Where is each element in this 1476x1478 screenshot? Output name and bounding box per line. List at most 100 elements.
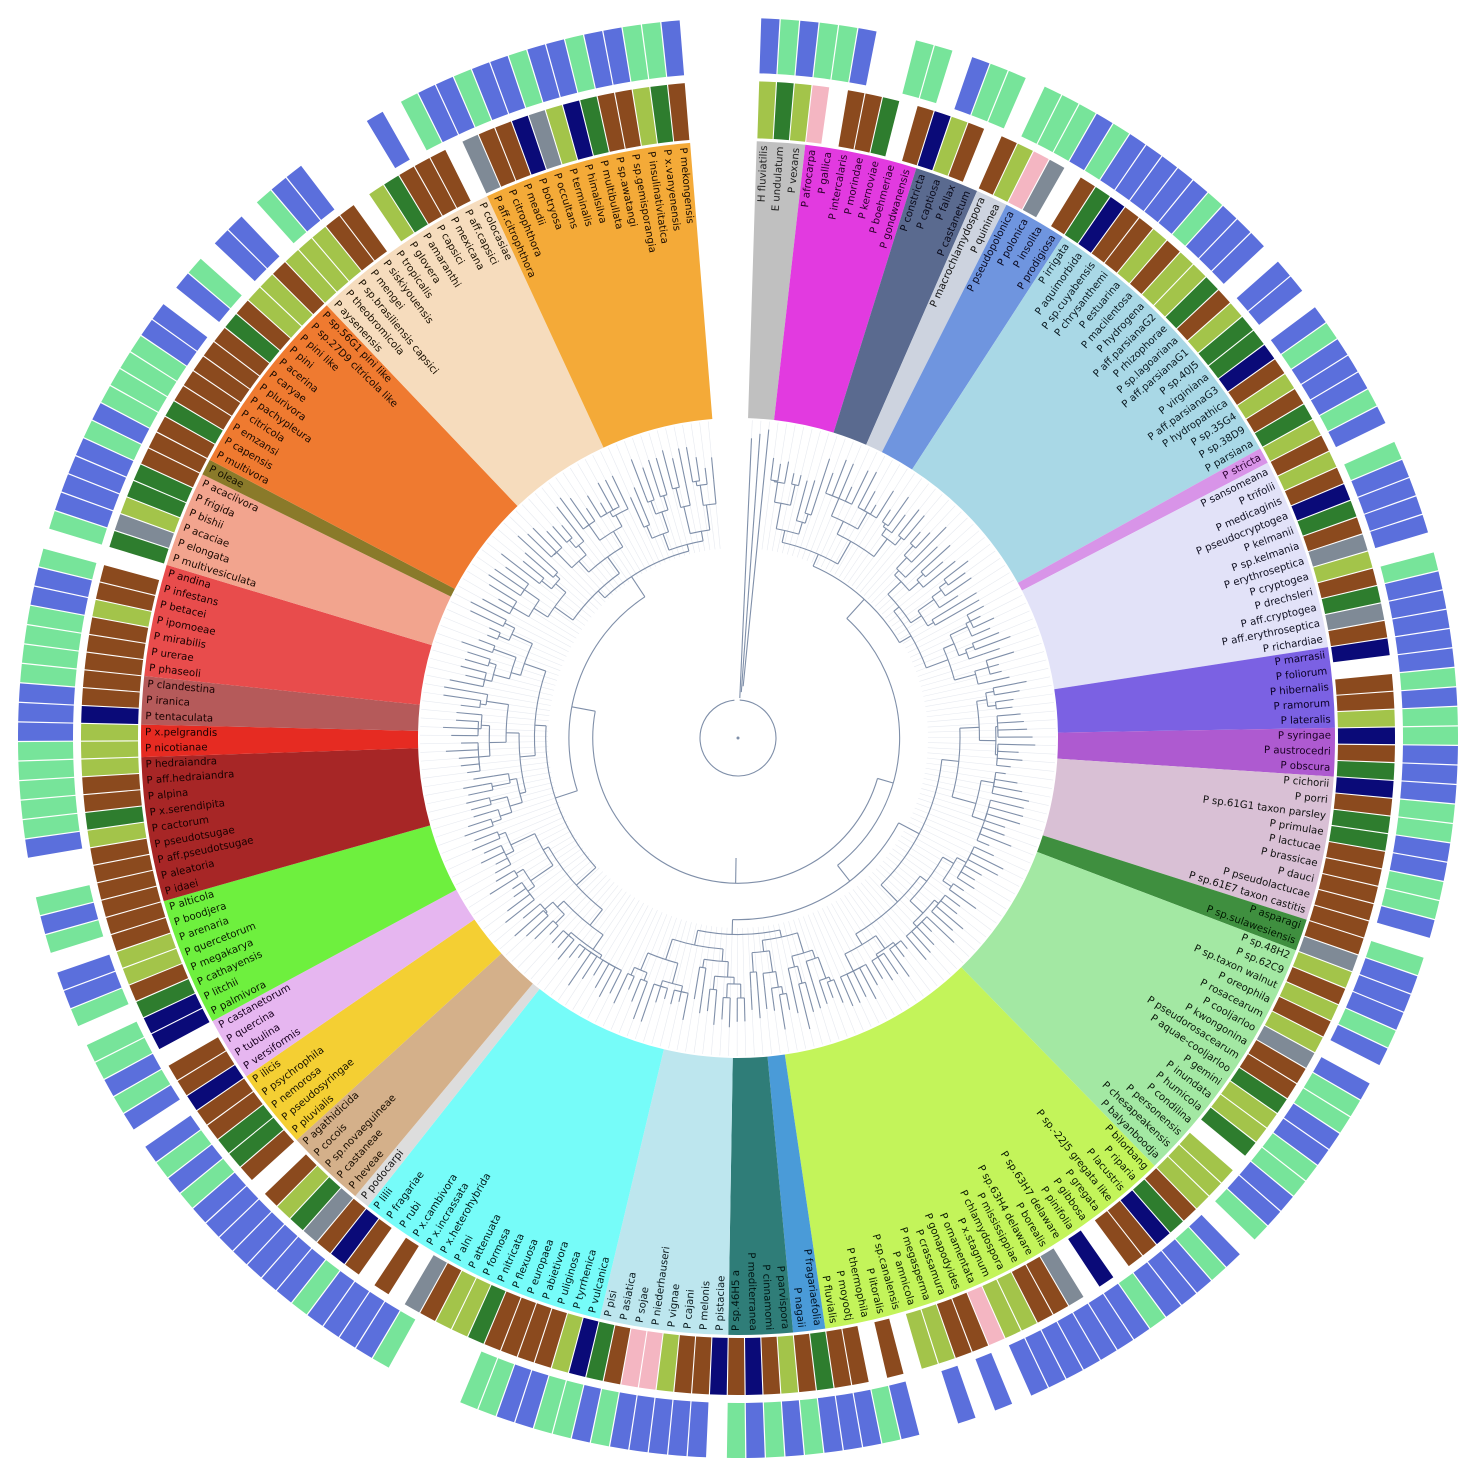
leaf-guide	[421, 756, 549, 771]
branch	[592, 711, 879, 884]
branch	[983, 647, 1000, 655]
branch	[612, 531, 624, 548]
trait-tile-inner	[517, 1303, 552, 1363]
branch	[771, 986, 782, 989]
trait-tile-outer	[30, 586, 88, 615]
clade-sector	[1054, 647, 1335, 733]
trait-tile-outer	[20, 663, 77, 687]
taxon-label: E undulatum	[771, 146, 787, 212]
leaf-guide	[455, 825, 570, 886]
branch	[509, 801, 523, 807]
branch	[910, 615, 922, 624]
trait-tile-inner	[345, 1218, 392, 1275]
trait-tile-outer	[22, 813, 80, 839]
trait-tile-inner	[148, 432, 207, 473]
branch	[820, 984, 828, 1005]
branch	[695, 457, 701, 481]
branch	[930, 544, 951, 564]
branch	[489, 662, 497, 666]
leaf-guide	[537, 885, 619, 985]
trait-tile-outer	[1084, 123, 1130, 180]
trait-tile-inner	[260, 274, 313, 326]
trait-tile-outer	[1353, 975, 1411, 1012]
trait-tile-inner	[303, 1188, 353, 1242]
leaf-guide	[468, 839, 578, 908]
branch	[988, 663, 999, 668]
branch	[680, 985, 684, 992]
branch	[495, 870, 515, 882]
taxon-label: P cajani	[683, 1289, 697, 1329]
branch	[922, 579, 933, 588]
branch	[915, 532, 931, 549]
branch	[479, 700, 482, 708]
trait-tile-inner	[1264, 1011, 1323, 1053]
trait-tile-outer	[975, 1352, 1013, 1411]
branch	[942, 856, 955, 864]
branch	[480, 703, 487, 706]
branch	[905, 923, 920, 937]
branch	[920, 526, 947, 554]
branch	[655, 457, 666, 489]
trait-tile-outer	[286, 165, 335, 220]
branch	[882, 521, 889, 527]
trait-tile-outer	[817, 1395, 843, 1453]
branch	[511, 633, 533, 645]
branch	[974, 666, 989, 672]
branch	[677, 448, 687, 484]
trait-tile-outer	[27, 605, 85, 633]
taxon-label: P iranica	[146, 695, 190, 709]
trait-tile-inner	[1008, 151, 1049, 210]
trait-tile-inner	[236, 300, 291, 351]
branch	[761, 940, 765, 952]
trait-tile-outer	[515, 1370, 549, 1429]
branch	[981, 635, 1011, 648]
branch	[976, 699, 987, 702]
leaf-guide	[430, 787, 555, 821]
branch	[909, 900, 924, 914]
trait-tile-outer	[156, 1130, 212, 1178]
leaf-guide	[851, 483, 929, 587]
branch	[521, 583, 529, 593]
branch	[931, 607, 952, 621]
branch	[762, 971, 776, 974]
trait-tile-outer	[849, 28, 877, 86]
branch	[846, 973, 861, 1003]
leaf-guide	[900, 835, 1011, 902]
branch	[768, 950, 774, 973]
branch	[532, 577, 540, 584]
trait-tile-outer	[726, 1402, 746, 1458]
branch	[496, 632, 501, 640]
branch	[519, 755, 536, 758]
leaf-guide	[478, 847, 584, 923]
trait-tile-outer	[1384, 571, 1443, 601]
branch	[592, 934, 604, 950]
branch	[460, 763, 480, 767]
branch	[668, 540, 704, 551]
branch	[920, 562, 931, 573]
branch	[680, 504, 691, 509]
branch	[505, 850, 515, 856]
trait-tile-inner	[842, 1326, 869, 1385]
leaf-guide	[467, 570, 577, 639]
branch	[905, 935, 927, 960]
leaf-guide	[434, 641, 558, 681]
branch	[495, 857, 508, 865]
trait-tile-inner	[404, 1255, 447, 1313]
branch	[974, 646, 982, 651]
branch	[489, 876, 519, 895]
trait-tile-outer	[435, 76, 475, 135]
trait-tile-outer	[1365, 941, 1424, 976]
trait-tile-outer	[1392, 609, 1450, 637]
leaf-guide	[569, 467, 638, 577]
trait-tile-outer	[228, 216, 280, 269]
trait-tile-inner	[1064, 187, 1110, 244]
trait-tile-outer	[55, 492, 113, 528]
trait-tile-inner	[399, 166, 442, 224]
clade-sector	[748, 141, 806, 421]
trait-tile-inner	[120, 497, 180, 533]
leaf-guide	[441, 806, 562, 854]
branch	[977, 681, 987, 685]
branch	[864, 510, 877, 519]
branch	[875, 935, 886, 949]
branch	[903, 554, 912, 563]
